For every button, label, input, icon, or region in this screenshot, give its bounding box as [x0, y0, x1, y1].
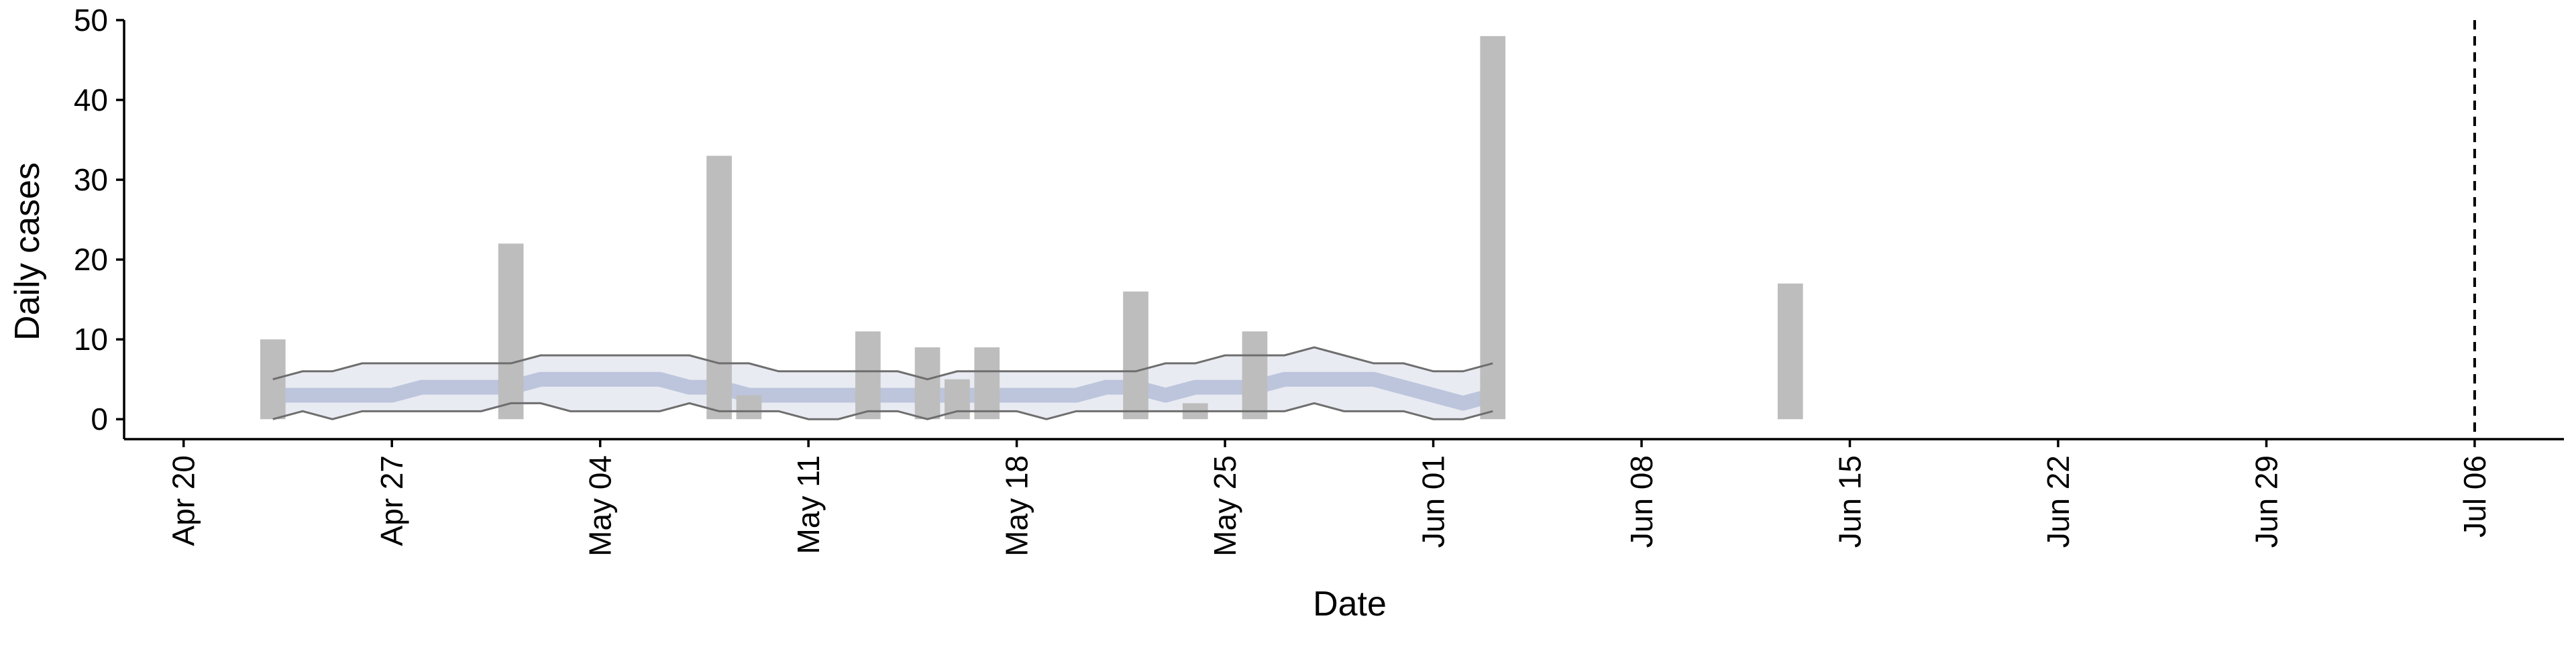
x-tick-label-2020-06-01: Jun 01 — [1416, 455, 1451, 548]
y-tick-label-40: 40 — [74, 82, 108, 117]
bar-2020-05-08 — [706, 156, 732, 420]
bar-2020-05-15 — [914, 347, 941, 420]
upper-bound-line — [272, 346, 1493, 381]
lower-bound-line — [272, 402, 1493, 420]
x-tick-label-2020-04-27: Apr 27 — [374, 455, 409, 546]
bar-2020-05-09 — [736, 395, 762, 420]
x-tick-label-2020-05-25: May 25 — [1208, 455, 1242, 556]
prediction-band — [272, 347, 1493, 420]
bar-2020-06-03 — [1480, 36, 1506, 420]
bar-2020-05-13 — [855, 331, 881, 420]
y-tick-label-30: 30 — [74, 162, 108, 197]
x-tick-label-2020-06-15: Jun 15 — [1833, 455, 1868, 548]
x-tick-label-2020-05-11: May 11 — [791, 455, 826, 554]
x-tick-label-2020-06-22: Jun 22 — [2041, 455, 2076, 548]
bar-2020-05-22 — [1123, 291, 1148, 420]
x-tick-label-2020-06-29: Jun 29 — [2249, 455, 2284, 548]
prediction-band-group — [272, 347, 1495, 420]
x-tick-label-2020-07-06: Jul 06 — [2457, 455, 2492, 538]
x-tick-label-2020-06-08: Jun 08 — [1624, 455, 1659, 548]
bar-2020-05-26 — [1242, 331, 1268, 420]
y-tick-label-50: 50 — [74, 3, 108, 38]
y-tick-label-10: 10 — [74, 322, 108, 357]
y-tick-label-0: 0 — [91, 402, 108, 436]
x-tick-label-2020-05-04: May 04 — [583, 455, 618, 556]
median-line — [272, 371, 1495, 411]
axes-group: 0 10 20 30 40 50 Apr 20 Apr 27 May 04 May 11 May 1… — [74, 3, 2564, 556]
bar-2020-06-13 — [1777, 283, 1803, 420]
bar-2020-05-17 — [974, 347, 1000, 420]
x-axis-label: Date — [1313, 585, 1387, 624]
bars-group — [260, 36, 1803, 420]
y-axis-label: Daily cases — [8, 162, 47, 341]
x-tick-label-2020-05-18: May 18 — [1000, 455, 1034, 556]
bar-2020-05-01 — [498, 243, 524, 420]
x-tick-label-2020-04-20: Apr 20 — [166, 455, 201, 546]
prediction-lines-group — [272, 20, 2476, 439]
y-tick-label-20: 20 — [74, 242, 108, 277]
